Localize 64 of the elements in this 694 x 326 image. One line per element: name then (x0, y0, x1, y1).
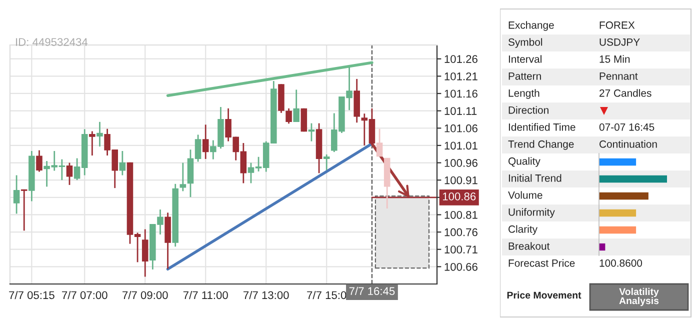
bar (599, 192, 648, 200)
candlestick (36, 150, 42, 172)
category-label: Quality (508, 157, 540, 167)
category-label: Uniformity (508, 208, 555, 218)
candlestick (13, 174, 20, 214)
text: Pennant (600, 72, 638, 80)
category-label: Forecast Price (508, 259, 575, 267)
y-tick-label: 100.76 (444, 228, 478, 236)
bar (599, 158, 636, 166)
category-label: Length (508, 89, 540, 99)
y-tick-label: 100.81 (444, 210, 478, 219)
category-label: Pattern (508, 72, 541, 80)
text: 15 Min (600, 55, 630, 63)
y-tick-label: 100.71 (444, 246, 478, 254)
category-label: Trend Change (508, 140, 574, 150)
text: 100.8600 (600, 259, 642, 267)
y-tick-label: 101.16 (444, 90, 478, 98)
text: Volatility Analysis (619, 288, 659, 306)
candlestick (323, 154, 330, 171)
category-label: Direction (508, 106, 548, 114)
y-tick-label: 100.91 (444, 176, 478, 184)
candlestick (293, 88, 300, 123)
y-tick-label: 100.96 (444, 159, 478, 167)
bar (599, 175, 667, 183)
text: USDJPY (600, 38, 640, 46)
x-tick-label: 7/7 11:00 (183, 290, 228, 300)
category-label: Clarity (508, 225, 538, 235)
ref-line-label: 7/7 16:45 (349, 286, 395, 296)
candlestick (96, 121, 103, 148)
candlestick (308, 122, 315, 142)
category-label: Exchange (508, 21, 554, 31)
y-tick-label: 101.11 (444, 107, 477, 115)
y-tick-label: 101.21 (444, 72, 478, 80)
y-tick-label: 101.06 (444, 124, 478, 132)
ref-line-label: 100.86 (442, 192, 476, 200)
y-tick-label: 101.01 (444, 142, 478, 150)
category-label: Identified Time (508, 123, 576, 131)
candlestick (142, 228, 148, 278)
annotation: ID: 449532434 (16, 38, 88, 46)
x-tick-label: 7/7 07:00 (62, 290, 108, 300)
x-tick-label: 7/7 09:00 (122, 290, 168, 300)
text: 27 Candles (600, 89, 652, 97)
y-tick-label: 100.66 (444, 262, 478, 271)
candlestick (89, 130, 96, 156)
candlestick (66, 162, 73, 186)
x-tick-label: 7/7 05:15 (9, 290, 54, 300)
text: 07-07 16:45 (599, 123, 654, 131)
category-label: Volume (508, 191, 542, 199)
text: FOREX (600, 21, 635, 29)
category-label: Breakout (508, 242, 550, 250)
candlestick (180, 162, 186, 192)
category-label: Interval (508, 55, 542, 63)
candlestick (119, 150, 126, 176)
y-tick-label: 101.26 (444, 55, 478, 63)
text: Continuation (600, 140, 657, 148)
category-label: Symbol (508, 38, 542, 48)
candlestick (20, 188, 28, 232)
candlestick (202, 124, 209, 160)
bar (599, 209, 636, 217)
bar (599, 226, 636, 234)
category-label: Initial Trend (508, 174, 562, 182)
candlestick (376, 128, 383, 157)
x-tick-label: 7/7 13:00 (244, 290, 289, 300)
text: Price Movement (507, 291, 582, 299)
